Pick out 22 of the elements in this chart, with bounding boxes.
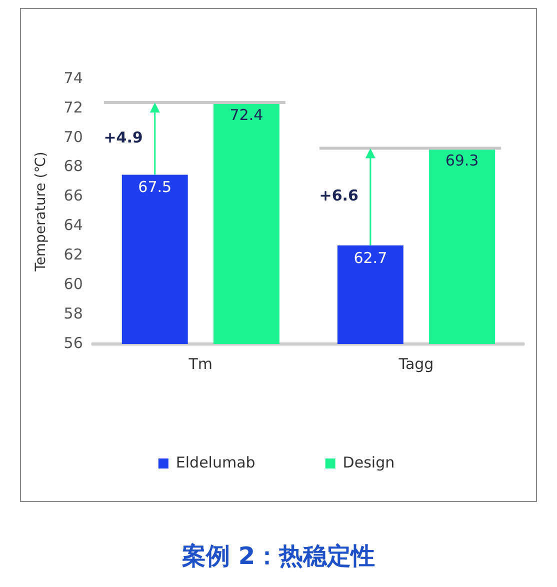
legend-label: Design xyxy=(342,453,395,472)
y-tick-label: 70 xyxy=(64,128,83,146)
annotation: +4.9 xyxy=(104,128,143,147)
y-axis-title: Temperature (℃) xyxy=(33,152,50,272)
y-tick-label: 60 xyxy=(64,275,83,293)
annotation: +6.6 xyxy=(319,186,358,205)
data-label: 67.5 xyxy=(138,178,172,196)
y-tick-label: 66 xyxy=(64,186,83,205)
x-tick-label: Tm xyxy=(188,354,213,373)
y-tick-label: 62 xyxy=(64,246,83,264)
y-tick-label: 68 xyxy=(64,157,83,176)
y-tick-label: 58 xyxy=(64,304,83,322)
data-label: 72.4 xyxy=(230,106,264,124)
y-tick-label: 72 xyxy=(64,98,83,116)
data-label: 62.7 xyxy=(354,248,388,267)
data-label: 69.3 xyxy=(445,152,479,170)
y-tick-label: 64 xyxy=(64,216,83,234)
x-tick-label: Tagg xyxy=(398,354,434,373)
y-tick-label: 56 xyxy=(64,334,83,352)
text: 案例 2：热稳定性 xyxy=(180,541,376,572)
legend-label: Eldelumab xyxy=(176,453,256,472)
y-tick-label: 74 xyxy=(64,68,83,87)
